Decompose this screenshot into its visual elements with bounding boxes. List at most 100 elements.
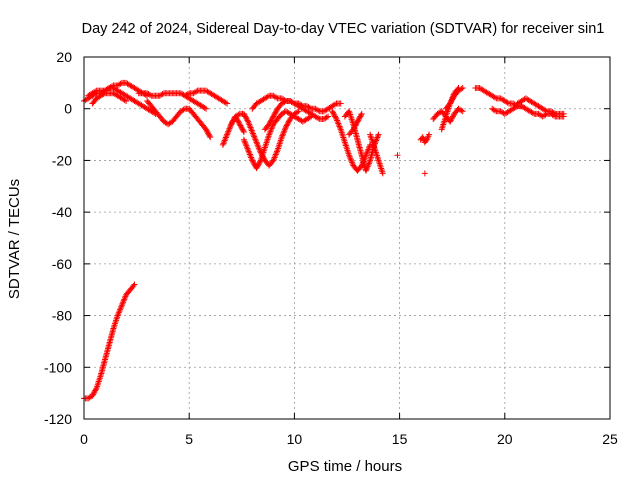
data-point-interp <box>279 132 286 139</box>
x-tick-label: 0 <box>80 431 88 447</box>
data-point-interp <box>447 99 454 106</box>
data-point-interp <box>250 131 257 138</box>
data-point-interp <box>347 155 354 162</box>
data-point-interp <box>224 130 231 137</box>
data-point-interp <box>365 160 372 167</box>
data-point <box>278 134 285 141</box>
data-point-interp <box>268 125 275 132</box>
data-point <box>375 131 382 138</box>
data-point-interp <box>365 161 372 168</box>
data-point-interp <box>246 123 253 130</box>
data-point-interp <box>272 109 279 116</box>
chart-title: Day 242 of 2024, Sidereal Day-to-day VTE… <box>82 21 605 37</box>
data-point-interp <box>222 136 229 143</box>
data-point-interp <box>180 106 187 113</box>
data-point-interp <box>254 162 261 169</box>
data-point-interp <box>238 125 245 132</box>
data-point-interp <box>273 94 280 101</box>
data-point-interp <box>241 138 248 145</box>
data-point-interp <box>251 134 258 141</box>
data-point-interp <box>243 142 250 149</box>
data-point <box>350 126 357 133</box>
data-point-interp <box>281 98 288 105</box>
data-point <box>362 167 369 174</box>
data-point-interp <box>447 117 454 124</box>
data-point-interp <box>243 116 250 123</box>
data-point-interp <box>235 118 242 125</box>
axis-ticks: 0 5 10 15 20 25 20 0 -20 -40 -60 -80 -100 -120 <box>44 49 618 447</box>
data-point-interp <box>529 110 536 117</box>
data-point-interp <box>449 113 456 120</box>
data-point-interp <box>247 124 254 131</box>
data-point-interp <box>92 387 99 394</box>
x-tick-label: 5 <box>185 431 193 447</box>
data-point <box>203 126 210 133</box>
data-point <box>560 110 567 117</box>
data-point-interp <box>130 282 137 289</box>
data-point-interp <box>249 130 256 137</box>
data-point-interp <box>255 145 262 152</box>
data-point-interp <box>184 91 191 98</box>
y-tick-label: -100 <box>44 359 72 375</box>
data-point-interp <box>363 150 370 157</box>
data-point-interp <box>366 158 373 165</box>
data-point-interp <box>332 101 339 108</box>
data-point-interp <box>449 96 456 103</box>
data-point-interp <box>448 97 455 104</box>
data-point-interp <box>238 123 245 130</box>
data-point <box>228 121 235 128</box>
data-point-interp <box>222 134 229 141</box>
data-point <box>266 131 273 138</box>
data-point-interp <box>282 125 289 132</box>
data-point-interp <box>336 123 343 130</box>
x-tick-label: 25 <box>602 431 618 447</box>
data-point-interp <box>257 158 264 165</box>
plot-frame <box>83 56 611 420</box>
data-point-interp <box>273 150 280 157</box>
data-point-interp <box>347 156 354 163</box>
data-point-interp <box>193 88 200 95</box>
data-point <box>270 113 277 120</box>
data-point-interp <box>315 115 322 122</box>
data-point-interp <box>235 111 242 118</box>
data-point-interp <box>491 94 498 101</box>
data-point-interp <box>357 113 364 120</box>
data-point-interp <box>273 108 280 115</box>
data-point-interp <box>283 122 290 129</box>
y-tick-label: -40 <box>52 204 72 220</box>
data-point-interp <box>90 390 97 397</box>
data-point <box>447 118 454 125</box>
data-point <box>245 147 252 154</box>
data-point-interp <box>271 110 278 117</box>
data-point-interp <box>120 297 127 304</box>
data-point <box>447 100 454 107</box>
x-tick-label: 15 <box>392 431 408 447</box>
data-point-interp <box>306 104 313 111</box>
data-point-interp <box>332 113 339 120</box>
data-point-interp <box>363 166 370 173</box>
data-point <box>114 312 121 319</box>
data-point-interp <box>267 128 274 135</box>
y-tick-label: 20 <box>56 49 72 65</box>
data-point-interp <box>348 158 355 165</box>
data-point <box>219 141 226 148</box>
data-point-interp <box>206 132 213 139</box>
data-point-interp <box>116 308 123 315</box>
data-point-interp <box>374 134 381 141</box>
data-point <box>240 128 247 135</box>
data-point-interp <box>491 107 498 114</box>
data-point-interp <box>294 109 301 116</box>
data-point-interp <box>231 116 238 123</box>
data-point-interp <box>268 117 275 124</box>
data-point-interp <box>256 160 263 167</box>
data-point-interp <box>91 388 98 395</box>
data-point <box>240 136 247 143</box>
data-point <box>459 108 466 115</box>
data-point-interp <box>230 117 237 124</box>
data-point-interp <box>255 161 262 168</box>
data-point-interp <box>248 127 255 134</box>
data-point-interp <box>330 110 337 117</box>
data-point-interp <box>239 126 246 133</box>
data-point-interp <box>346 153 353 160</box>
data-point <box>270 157 277 164</box>
